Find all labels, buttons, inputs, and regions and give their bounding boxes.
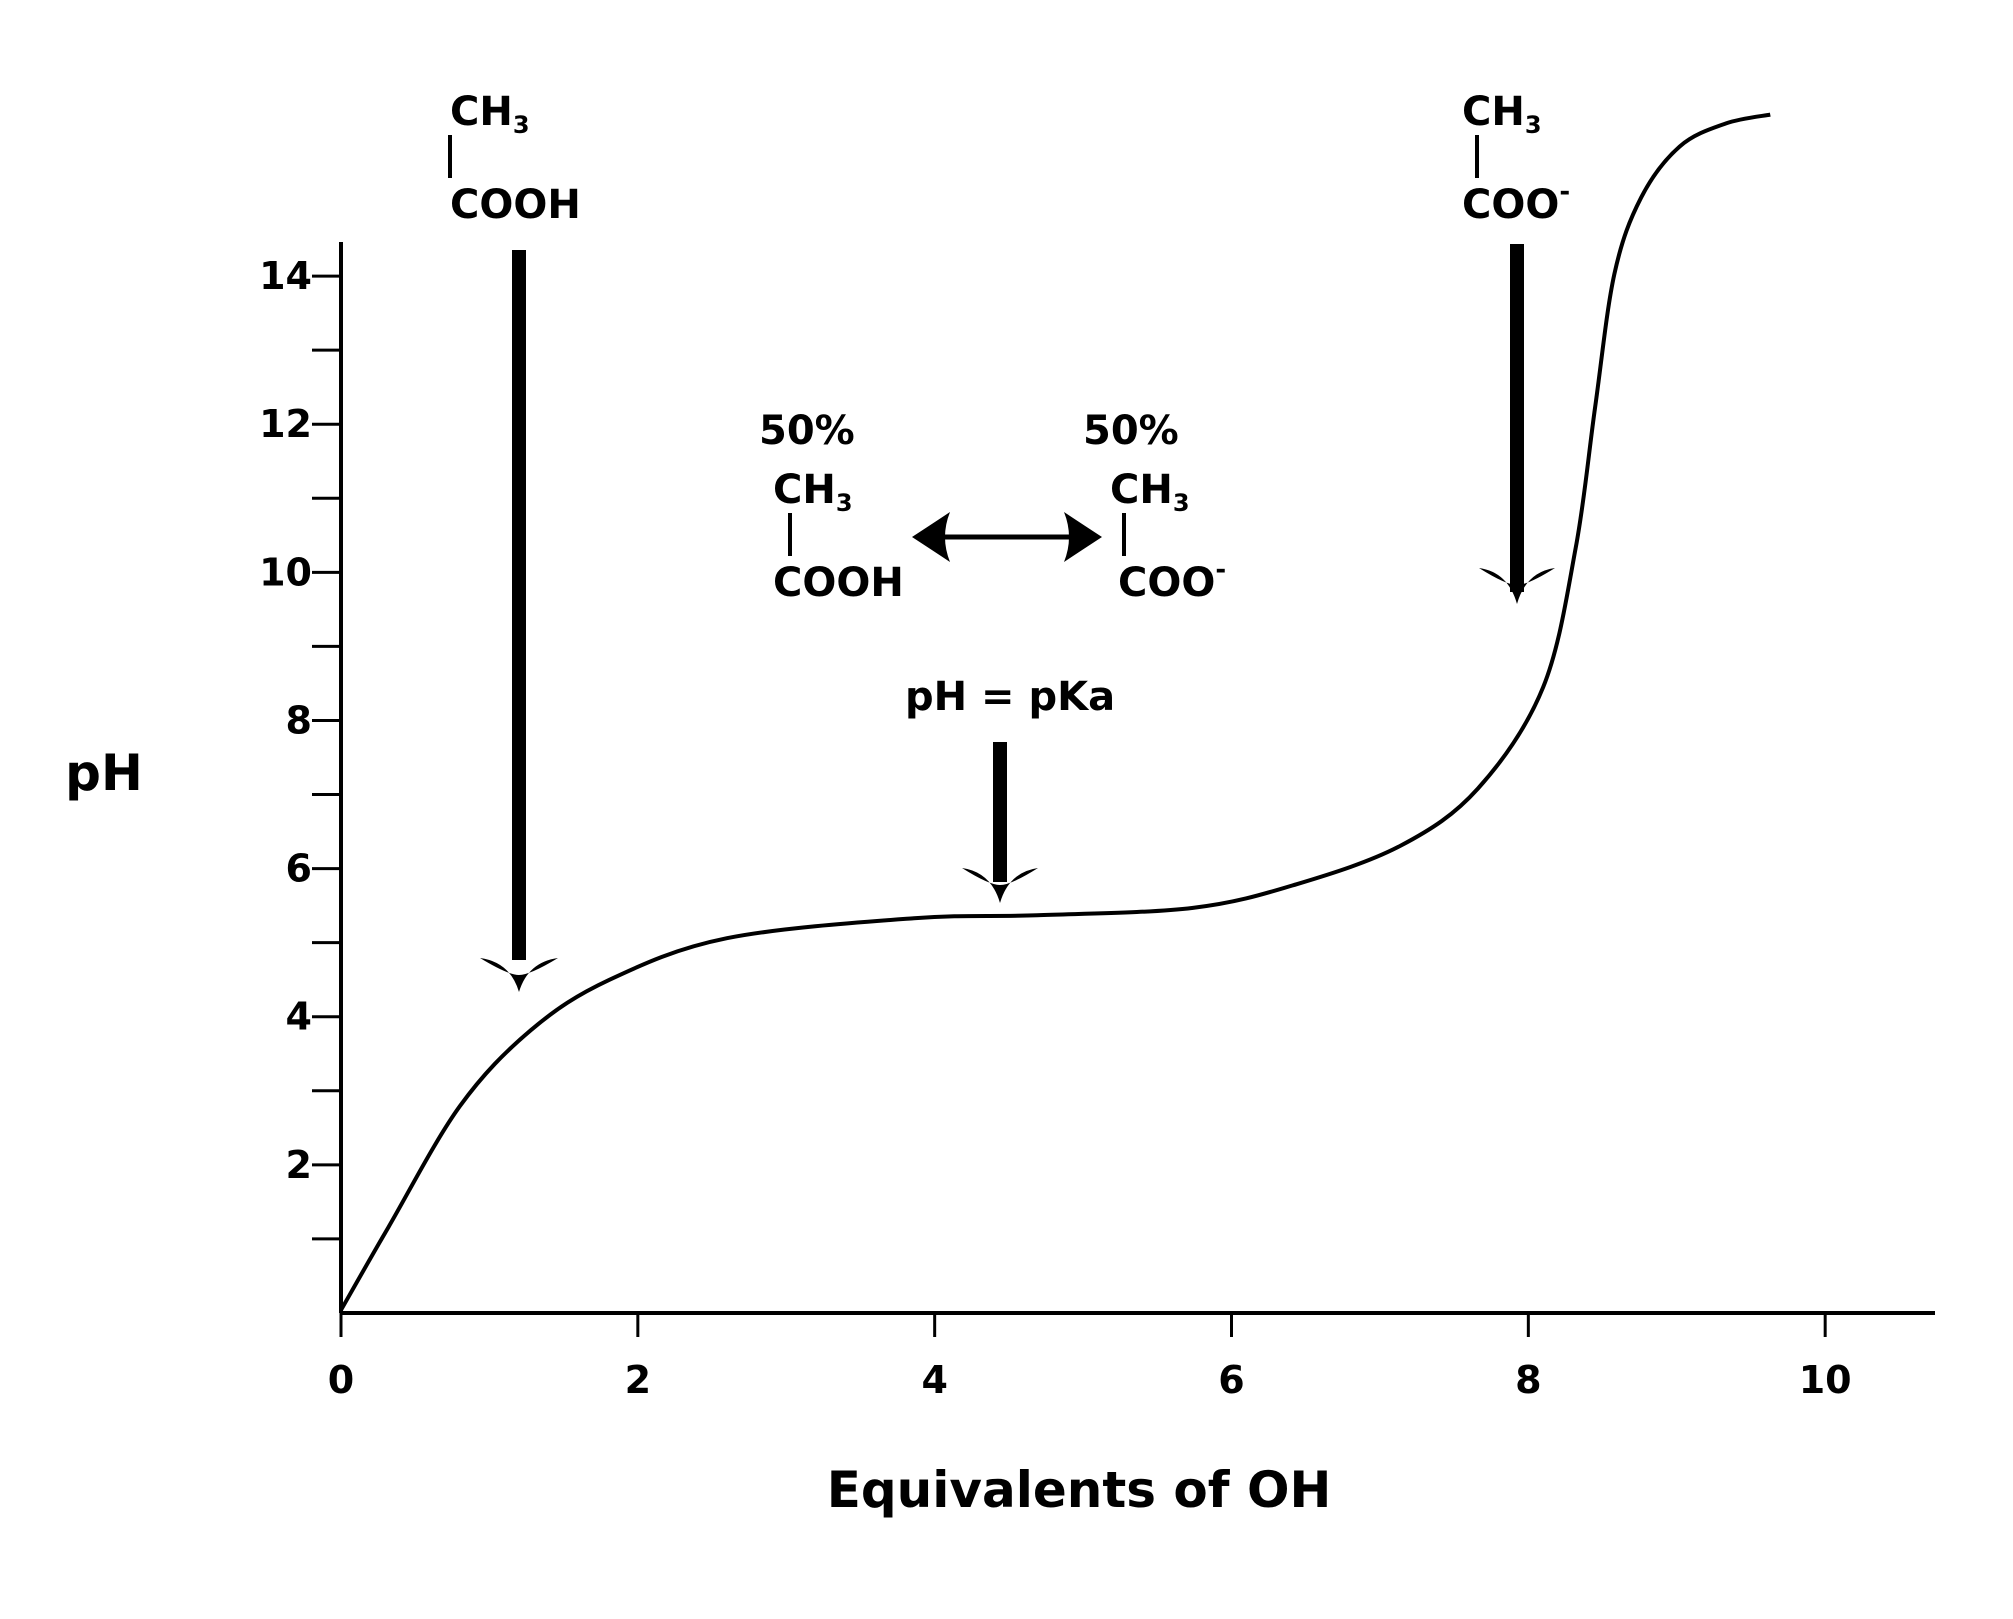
formula-text: COO <box>1462 182 1559 228</box>
percent-label: 50% <box>759 408 855 454</box>
arrows <box>480 244 1555 992</box>
y-tick-label: 12 <box>259 402 312 446</box>
formula-text: CH <box>773 467 836 513</box>
y-tick-label: 8 <box>286 698 312 742</box>
formula-text: CH <box>1110 467 1173 513</box>
formula-superscript: - <box>1215 555 1226 585</box>
arrow-head <box>1479 568 1555 604</box>
x-tick-label: 4 <box>921 1358 947 1402</box>
y-tick-label: 4 <box>286 995 312 1039</box>
formula-text: CH <box>450 89 513 135</box>
formula-subscript: 3 <box>836 489 853 517</box>
formula-text: CH <box>1462 89 1525 135</box>
formula-top: CH3 <box>1462 89 1542 139</box>
formula-text: COO <box>1118 560 1215 606</box>
formula-bottom: COOH <box>450 182 581 228</box>
formula-bottom: COO- <box>1118 555 1226 606</box>
formula-superscript: - <box>1559 177 1570 207</box>
percent-label: 50% <box>1083 408 1179 454</box>
titration-curve <box>339 112 1771 1312</box>
x-tick-label: 0 <box>328 1358 354 1402</box>
formula-top: CH3 <box>773 467 853 517</box>
y-axis-title: pH <box>65 744 143 802</box>
arrow-shaft <box>512 250 526 960</box>
formula-top: CH3 <box>450 89 530 139</box>
formula-text: COOH <box>773 560 904 606</box>
x-tick-label: 6 <box>1218 1358 1244 1402</box>
x-tick-label: 2 <box>625 1358 651 1402</box>
arrow-shaft <box>993 742 1007 882</box>
formula-subscript: 3 <box>1173 489 1190 517</box>
y-tick-label: 6 <box>286 847 312 891</box>
formula-text: COOH <box>450 182 581 228</box>
arrow-shaft <box>1510 244 1524 592</box>
formula-top: CH3 <box>1110 467 1190 517</box>
y-tick-label: 14 <box>259 254 312 298</box>
arrow-head <box>962 868 1038 903</box>
annotation: pH = pKa <box>905 674 1115 720</box>
arrow-head <box>480 958 558 992</box>
formula-subscript: 3 <box>1525 111 1542 139</box>
arrow-head <box>912 512 950 562</box>
formula-subscript: 3 <box>513 111 530 139</box>
formula-bottom: COO- <box>1462 177 1570 228</box>
x-tick-label: 10 <box>1799 1358 1852 1402</box>
y-tick-label: 10 <box>259 550 312 594</box>
x-tick-label: 8 <box>1515 1358 1541 1402</box>
x-axis-title: Equivalents of OH <box>827 1461 1332 1519</box>
arrow-head <box>1064 512 1102 562</box>
y-tick-label: 2 <box>286 1143 312 1187</box>
formula-bottom: COOH <box>773 560 904 606</box>
